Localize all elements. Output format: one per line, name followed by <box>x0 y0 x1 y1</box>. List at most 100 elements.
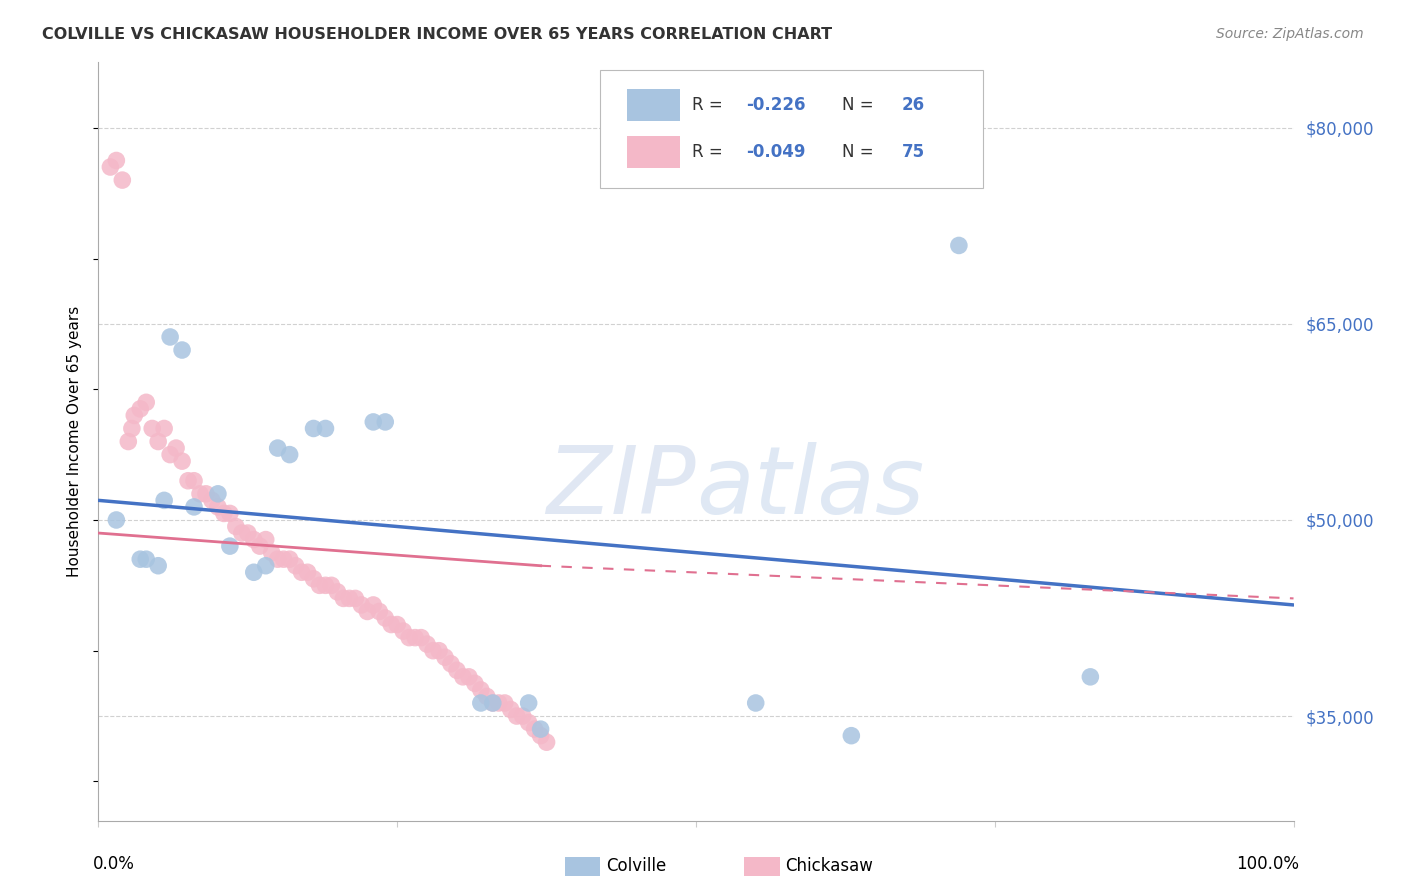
Point <box>278 552 301 566</box>
Text: -0.049: -0.049 <box>747 143 806 161</box>
FancyBboxPatch shape <box>600 70 983 187</box>
Point <box>326 585 349 599</box>
Point <box>278 448 301 462</box>
Point <box>219 507 242 521</box>
Point <box>236 526 259 541</box>
Point <box>374 611 396 625</box>
Point <box>308 578 330 592</box>
Point <box>243 533 266 547</box>
Point <box>177 474 200 488</box>
Point <box>315 578 337 592</box>
Point <box>422 643 444 657</box>
Text: 0.0%: 0.0% <box>93 855 135 872</box>
Point <box>212 507 235 521</box>
Point <box>494 696 516 710</box>
Text: Source: ZipAtlas.com: Source: ZipAtlas.com <box>1216 27 1364 41</box>
Point <box>153 421 176 435</box>
Text: R =: R = <box>692 96 728 114</box>
Point <box>841 729 863 743</box>
Point <box>488 696 510 710</box>
Point <box>411 631 433 645</box>
Point <box>225 519 247 533</box>
Point <box>297 566 319 580</box>
Point <box>536 735 558 749</box>
Point <box>339 591 361 606</box>
Bar <box>744 857 780 876</box>
Text: -0.226: -0.226 <box>747 96 806 114</box>
Text: 75: 75 <box>901 143 925 161</box>
Point <box>1080 670 1102 684</box>
Point <box>105 153 128 168</box>
Text: N =: N = <box>842 143 879 161</box>
Point <box>188 487 211 501</box>
Point <box>332 591 354 606</box>
Point <box>135 552 157 566</box>
Point <box>392 624 415 639</box>
Point <box>249 539 271 553</box>
Point <box>117 434 139 449</box>
Point <box>363 415 385 429</box>
Point <box>517 696 540 710</box>
Point <box>291 566 314 580</box>
Point <box>302 421 325 435</box>
Point <box>111 173 134 187</box>
Point <box>523 722 546 736</box>
Point <box>183 474 205 488</box>
Text: ZIP: ZIP <box>547 442 696 533</box>
Point <box>183 500 205 514</box>
Point <box>530 729 553 743</box>
Point <box>380 617 402 632</box>
Point <box>745 696 768 710</box>
Point <box>434 650 457 665</box>
Point <box>470 696 492 710</box>
Text: atlas: atlas <box>696 442 924 533</box>
Point <box>284 558 307 573</box>
Point <box>482 696 505 710</box>
Point <box>451 670 474 684</box>
Point <box>427 643 450 657</box>
Point <box>129 552 152 566</box>
Bar <box>627 89 681 120</box>
Point <box>153 493 176 508</box>
Point <box>506 709 529 723</box>
Text: Colville: Colville <box>606 857 666 875</box>
Point <box>267 441 290 455</box>
Point <box>470 682 492 697</box>
Text: Chickasaw: Chickasaw <box>786 857 873 875</box>
Point <box>374 415 396 429</box>
Point <box>512 709 534 723</box>
Point <box>350 598 373 612</box>
Point <box>499 702 522 716</box>
Point <box>148 434 170 449</box>
Point <box>260 546 283 560</box>
Point <box>201 493 224 508</box>
Point <box>207 487 229 501</box>
Point <box>121 421 143 435</box>
Point <box>135 395 157 409</box>
Point <box>243 566 266 580</box>
Point <box>398 631 420 645</box>
Point <box>148 558 170 573</box>
Point <box>254 558 277 573</box>
Point <box>105 513 128 527</box>
Point <box>440 657 463 671</box>
Text: 100.0%: 100.0% <box>1236 855 1299 872</box>
Point <box>207 500 229 514</box>
Point <box>385 617 409 632</box>
Text: 26: 26 <box>901 96 925 114</box>
Point <box>159 330 181 344</box>
Point <box>464 676 486 690</box>
Point <box>416 637 439 651</box>
Point <box>172 343 194 357</box>
Point <box>344 591 367 606</box>
Point <box>129 401 152 416</box>
Bar <box>627 136 681 168</box>
Point <box>124 409 146 423</box>
Point <box>159 448 181 462</box>
Point <box>321 578 343 592</box>
Point <box>368 605 391 619</box>
Y-axis label: Householder Income Over 65 years: Householder Income Over 65 years <box>67 306 83 577</box>
Point <box>231 526 253 541</box>
Text: R =: R = <box>692 143 728 161</box>
Point <box>475 690 498 704</box>
